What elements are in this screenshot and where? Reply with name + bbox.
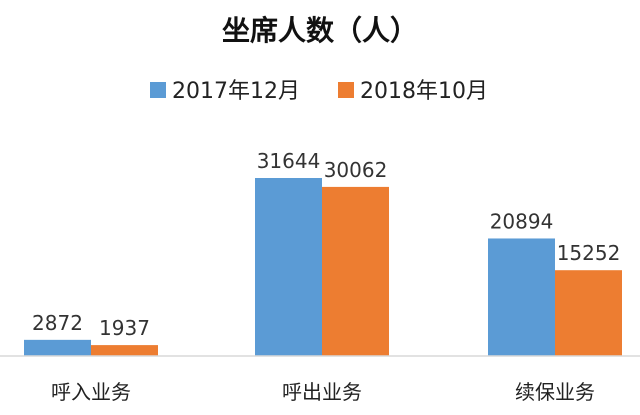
value-label-2017-1: 31644: [257, 149, 321, 173]
legend: 2017年12月 2018年10月: [150, 79, 488, 104]
legend-swatch-2017: [150, 82, 166, 98]
legend-swatch-2018: [338, 82, 354, 98]
bar-2017-0: [24, 339, 91, 356]
value-label-2018-0: 1937: [99, 316, 150, 340]
value-label-2017-0: 2872: [32, 311, 83, 335]
bar-2018-1: [322, 186, 389, 356]
category-label-outbound: 呼出业务: [282, 380, 362, 404]
legend-label-2018: 2018年10月: [360, 79, 488, 104]
chart-title: 坐席人数（人）: [222, 14, 418, 47]
category-label-inbound: 呼入业务: [51, 380, 131, 404]
bars-group: [24, 178, 622, 356]
value-label-2017-2: 20894: [490, 209, 554, 233]
value-label-2018-1: 30062: [324, 158, 388, 182]
value-label-2018-2: 15252: [557, 241, 621, 265]
category-label-renewal: 续保业务: [515, 380, 595, 404]
bar-2018-0: [91, 345, 158, 356]
category-labels: 呼入业务 呼出业务 续保业务: [51, 380, 595, 404]
value-labels-group: 2872 31644 20894 1937 30062 15252: [32, 149, 620, 340]
bar-2017-2: [488, 238, 555, 356]
legend-label-2017: 2017年12月: [172, 79, 300, 104]
bar-2017-1: [255, 178, 322, 356]
bar-2018-2: [555, 270, 622, 356]
